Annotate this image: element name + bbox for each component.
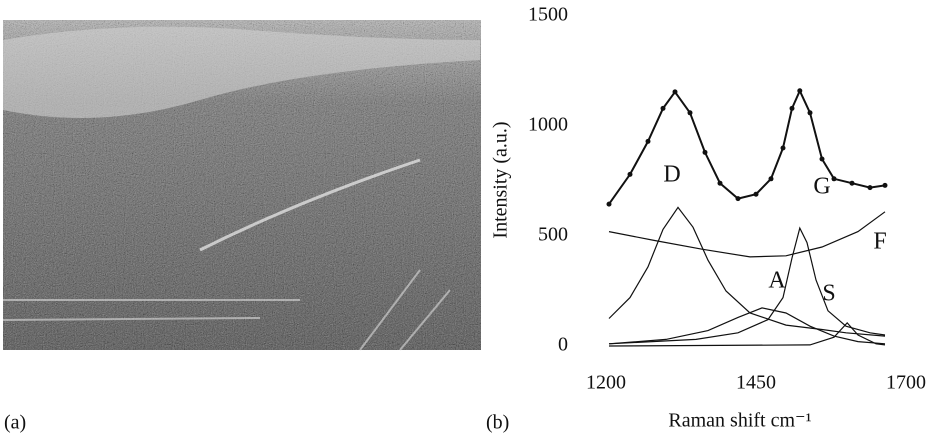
data-point — [660, 105, 666, 111]
curve — [608, 307, 886, 345]
y-tick-label: 1500 — [528, 4, 568, 26]
sem-image — [2, 20, 481, 351]
curve — [608, 211, 886, 258]
y-axis-label: Intensity (a.u.) — [490, 121, 512, 238]
annotation: F — [873, 229, 886, 255]
data-point — [687, 110, 693, 116]
data-point — [753, 191, 759, 197]
data-point — [645, 138, 651, 144]
curve — [608, 88, 886, 205]
data-point — [735, 196, 741, 202]
annotation: S — [822, 281, 835, 307]
data-point — [819, 156, 825, 162]
panel-label: (a) — [4, 412, 26, 434]
curve — [608, 322, 886, 347]
data-point — [797, 88, 803, 94]
data-point — [606, 201, 612, 207]
annotation: A — [768, 268, 786, 294]
data-point — [717, 180, 723, 186]
x-tick-label: 1200 — [586, 372, 626, 394]
annotation: D — [663, 162, 680, 188]
panel-label: (b) — [486, 412, 509, 434]
annotation: G — [813, 174, 830, 200]
data-point — [849, 180, 855, 186]
y-tick-label: 500 — [538, 224, 568, 246]
data-point — [672, 89, 678, 95]
data-point — [768, 176, 774, 182]
curve — [608, 206, 886, 337]
data-point — [780, 145, 786, 151]
data-point — [627, 171, 633, 177]
y-tick-label: 0 — [558, 334, 568, 356]
x-tick-label: 1700 — [886, 372, 926, 394]
data-point — [807, 110, 813, 116]
data-point — [882, 182, 888, 188]
x-tick-label: 1450 — [736, 372, 776, 394]
curve — [608, 226, 886, 345]
data-point — [867, 185, 873, 191]
y-tick-label: 1000 — [528, 114, 568, 136]
data-point — [702, 149, 708, 155]
data-point — [831, 176, 837, 182]
data-point — [789, 105, 795, 111]
x-axis-label: Raman shift cm⁻¹ — [668, 410, 811, 432]
